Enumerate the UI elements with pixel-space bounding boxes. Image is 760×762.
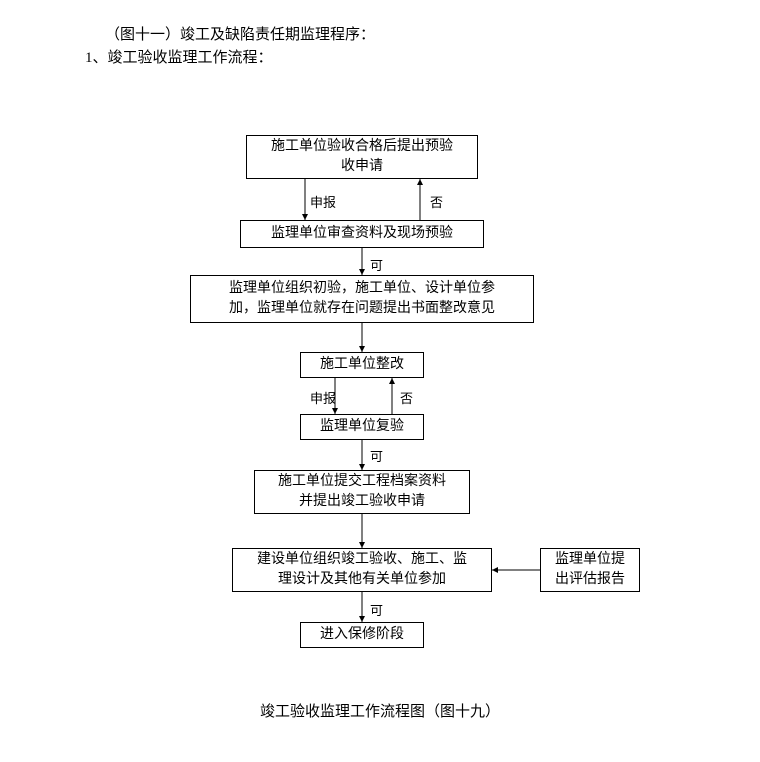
edge-label-submit-1: 申报 <box>310 192 336 211</box>
node-step-7: 建设单位组织竣工验收、施工、监理设计及其他有关单位参加 <box>232 548 492 592</box>
node-step-6: 施工单位提交工程档案资料并提出竣工验收申请 <box>254 470 470 514</box>
heading-line-1: （图十一）竣工及缺陷责任期监理程序： <box>105 25 375 46</box>
edge-label-ok-2: 可 <box>370 446 383 465</box>
node-step-3: 监理单位组织初验，施工单位、设计单位参加，监理单位就存在问题提出书面整改意见 <box>190 275 534 323</box>
node-step-4: 施工单位整改 <box>300 352 424 378</box>
edge-label-no-1: 否 <box>430 192 443 211</box>
edge-label-ok-1: 可 <box>370 255 383 274</box>
heading-line-2: 1、竣工验收监理工作流程： <box>85 48 273 69</box>
node-step-5: 监理单位复验 <box>300 414 424 440</box>
page: { "heading": { "line1": "（图十一）竣工及缺陷责任期监理… <box>0 0 760 762</box>
node-step-8: 进入保修阶段 <box>300 622 424 648</box>
node-side-report: 监理单位提出评估报告 <box>540 548 640 592</box>
node-step-2: 监理单位审查资料及现场预验 <box>240 220 484 248</box>
edge-label-no-2: 否 <box>400 388 413 407</box>
node-step-1: 施工单位验收合格后提出预验收申请 <box>246 135 478 179</box>
edge-label-ok-3: 可 <box>370 600 383 619</box>
edge-label-submit-2: 申报 <box>310 388 336 407</box>
figure-caption: 竣工验收监理工作流程图（图十九） <box>0 700 760 721</box>
